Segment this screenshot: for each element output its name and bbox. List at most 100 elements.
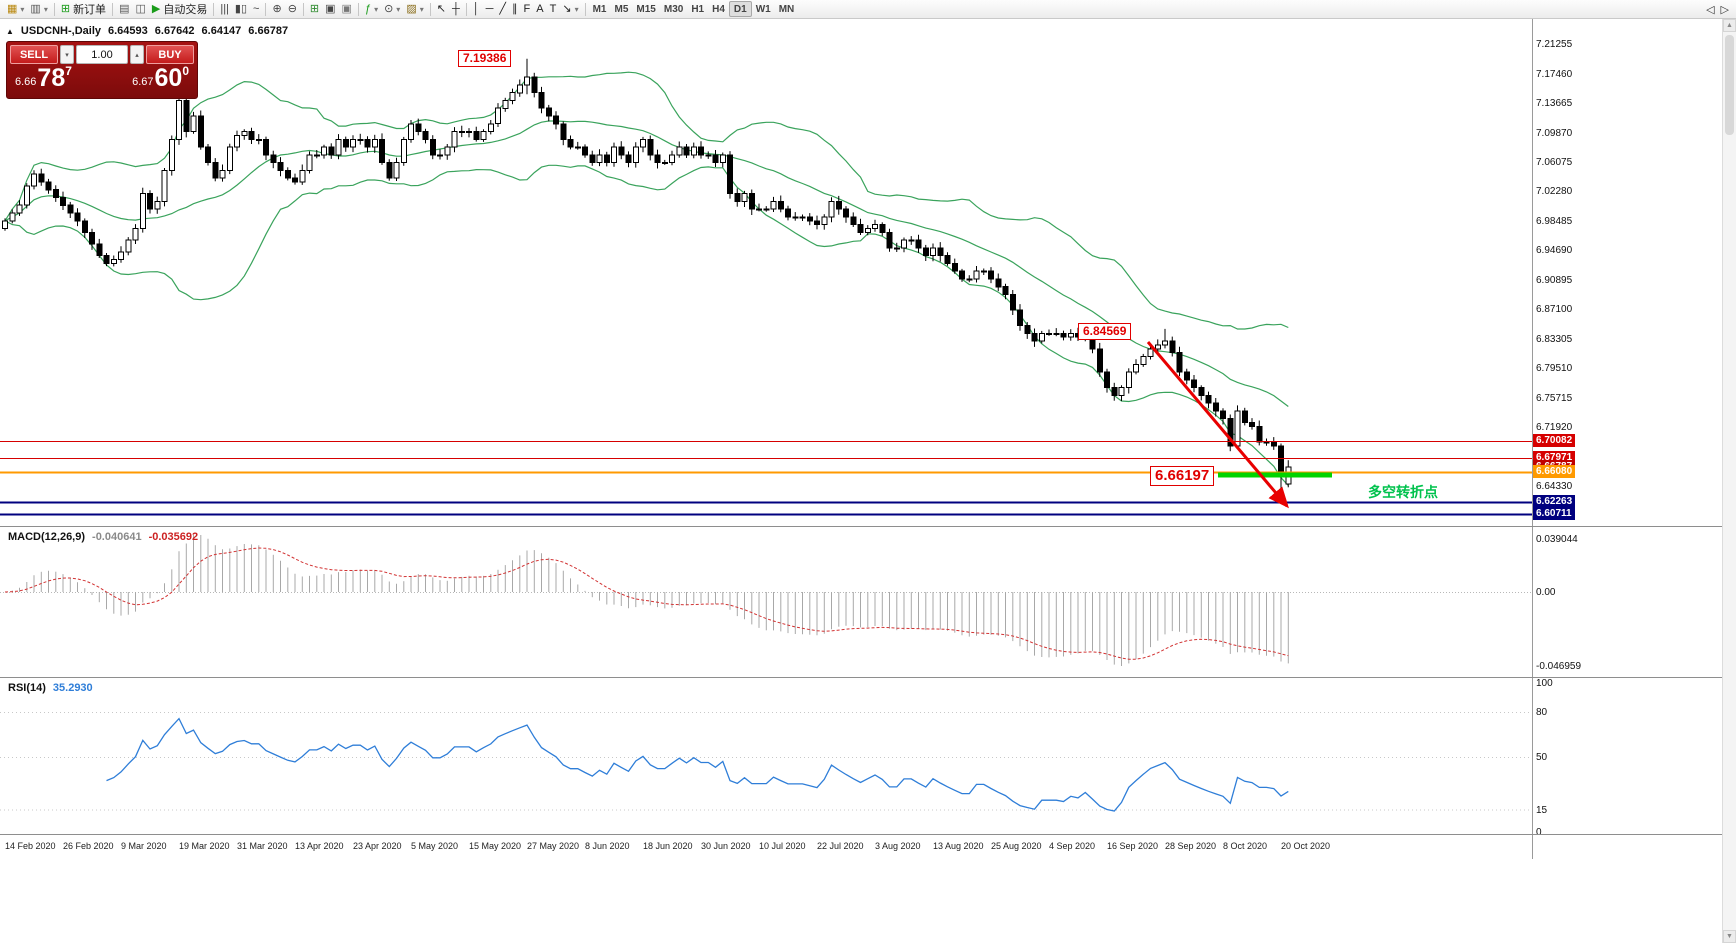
price-tag[interactable]: 6.66080	[1533, 465, 1576, 479]
rsi-value: 35.2930	[52, 682, 93, 694]
macd-axis-label: 0.039044	[1536, 534, 1578, 545]
new-chart-button[interactable]: ▦ ▾	[4, 1, 27, 17]
zoom-out-button[interactable]: ⊖	[285, 1, 300, 17]
label-button[interactable]: T	[547, 1, 560, 17]
main-chart-canvas[interactable]	[0, 19, 1532, 526]
fibonacci-button[interactable]: F	[521, 1, 534, 17]
candle-body	[589, 154, 596, 164]
sell-button[interactable]: SELL	[10, 45, 58, 64]
scrollbar-thumb[interactable]	[1725, 35, 1734, 135]
candle-body	[437, 154, 443, 157]
timeframe-button-m5[interactable]: M5	[614, 3, 629, 15]
arrows-button[interactable]: ↘ ▾	[559, 1, 581, 17]
market-watch-icon: ▤	[119, 2, 130, 15]
candle-body	[973, 270, 980, 280]
arrange-windows-button[interactable]: ▣	[339, 1, 355, 17]
price-flag[interactable]: 7.19386	[458, 50, 512, 67]
cascade-windows-button[interactable]: ▣	[322, 1, 338, 17]
price-axis-label: 6.71920	[1536, 422, 1573, 434]
text-button[interactable]: A	[533, 1, 546, 17]
price-axis-label: 7.02280	[1536, 186, 1573, 198]
chevron-down-icon: ▾	[574, 4, 579, 14]
candle-body	[263, 138, 269, 156]
templates-icon: ▨	[406, 2, 417, 15]
timeframe-button-mn[interactable]: MN	[778, 3, 795, 15]
price-flag[interactable]: 6.66197	[1150, 466, 1215, 486]
trendline-button[interactable]: ╱	[496, 1, 509, 17]
volume-increase-button[interactable]: ▴	[130, 45, 144, 64]
candle-body	[1263, 441, 1270, 444]
data-window-button[interactable]: ◫	[132, 1, 148, 17]
page-prev-icon[interactable]: ◁	[1706, 3, 1715, 16]
candle-body	[190, 115, 197, 132]
candle-body	[96, 243, 103, 257]
auto-trading-icon: ▶	[151, 2, 161, 15]
timeframe-button-h4[interactable]: H4	[712, 3, 725, 15]
candle-body	[415, 123, 422, 133]
tile-windows-button[interactable]: ⊞	[307, 1, 322, 17]
panel-separator[interactable]	[0, 677, 1722, 678]
toolbar: ▦ ▾ ▥ ▾ ⊞ 新订单 ▤ ◫ ▶ 自动交易 ||| ▮▯ ~ ⊕ ⊖ ⊞ ▣ ▣ ƒ ▾ ⊙ ▾ ▨ ▾ ↖ ┼ │ ─ ╱ ∥ F A…	[0, 0, 1736, 19]
vertical-line-button[interactable]: │	[470, 1, 483, 17]
panel-separator[interactable]	[0, 526, 1722, 527]
price-axis-label: 7.09870	[1536, 127, 1573, 139]
rsi-canvas[interactable]	[0, 678, 1532, 834]
date-axis-label: 22 Jul 2020	[817, 841, 864, 851]
candle-body	[386, 162, 393, 179]
price-tag[interactable]: 6.62263	[1533, 494, 1576, 508]
price-flag[interactable]: 6.84569	[1078, 323, 1132, 340]
channel-button[interactable]: ∥	[509, 1, 521, 17]
candle-body	[1249, 422, 1255, 427]
volume-decrease-button[interactable]: ▾	[60, 45, 74, 64]
date-axis[interactable]: 14 Feb 2020 26 Feb 2020 9 Mar 2020 19 Mar 2…	[0, 835, 1722, 859]
timeframe-button-m30[interactable]: M30	[663, 3, 684, 15]
timeframe-button-m1[interactable]: M1	[592, 3, 607, 15]
chevron-down-icon: ▾	[419, 4, 424, 14]
candle-body	[850, 216, 857, 226]
candle-body	[328, 146, 335, 156]
templates-button[interactable]: ▨ ▾	[403, 1, 426, 17]
date-axis-label: 25 Aug 2020	[991, 841, 1042, 851]
auto-trading-button[interactable]: ▶ 自动交易	[149, 1, 210, 17]
cursor-button[interactable]: ↖	[434, 1, 449, 17]
market-watch-button[interactable]: ▤	[116, 1, 132, 17]
scroll-up-button[interactable]: ▲	[1723, 19, 1736, 32]
candle-body	[567, 138, 574, 148]
candle-body	[821, 216, 828, 226]
indicators-button[interactable]: ƒ ▾	[362, 1, 381, 17]
candlestick-chart-button[interactable]: ▮▯	[232, 1, 250, 17]
macd-canvas[interactable]	[0, 527, 1532, 677]
support-highlight-line[interactable]	[1218, 472, 1332, 478]
page-next-icon[interactable]: ▷	[1720, 3, 1729, 16]
buy-button[interactable]: BUY	[146, 45, 194, 64]
line-chart-button[interactable]: ~	[250, 1, 262, 17]
candle-body	[197, 115, 204, 148]
vertical-scrollbar[interactable]: ▲ ▼	[1722, 19, 1736, 943]
crosshair-button[interactable]: ┼	[449, 1, 463, 17]
candle-body	[219, 169, 226, 179]
periods-button[interactable]: ⊙ ▾	[381, 1, 403, 17]
trend-arrow[interactable]	[1146, 341, 1289, 509]
horizontal-line-button[interactable]: ─	[483, 1, 497, 17]
turning-point-note[interactable]: 多空转折点	[1368, 484, 1438, 500]
crosshair-icon: ┼	[451, 2, 460, 15]
symbol-name: USDCNH-,Daily	[20, 25, 101, 37]
scroll-down-button[interactable]: ▼	[1723, 930, 1736, 943]
panel-separator[interactable]	[0, 834, 1722, 835]
timeframe-button-w1[interactable]: W1	[755, 3, 771, 15]
price-axis-label: 6.98485	[1536, 215, 1573, 227]
zoom-in-button[interactable]: ⊕	[269, 1, 284, 17]
timeframe-button-d1[interactable]: D1	[728, 1, 752, 17]
bar-chart-button[interactable]: |||	[217, 1, 232, 17]
profiles-button[interactable]: ▥ ▾	[27, 1, 50, 17]
timeframe-button-m15[interactable]: M15	[636, 3, 656, 15]
volume-input[interactable]	[76, 45, 128, 64]
price-axis-label: 6.83305	[1536, 333, 1573, 345]
timeframe-button-h1[interactable]: H1	[691, 3, 705, 15]
price-tag[interactable]: 6.60711	[1533, 507, 1575, 520]
price-tag[interactable]: 6.70082	[1533, 434, 1576, 448]
new-order-button[interactable]: ⊞ 新订单	[58, 1, 109, 17]
candle-body	[741, 193, 748, 202]
candle-body	[893, 247, 900, 250]
candle-body	[23, 185, 30, 206]
